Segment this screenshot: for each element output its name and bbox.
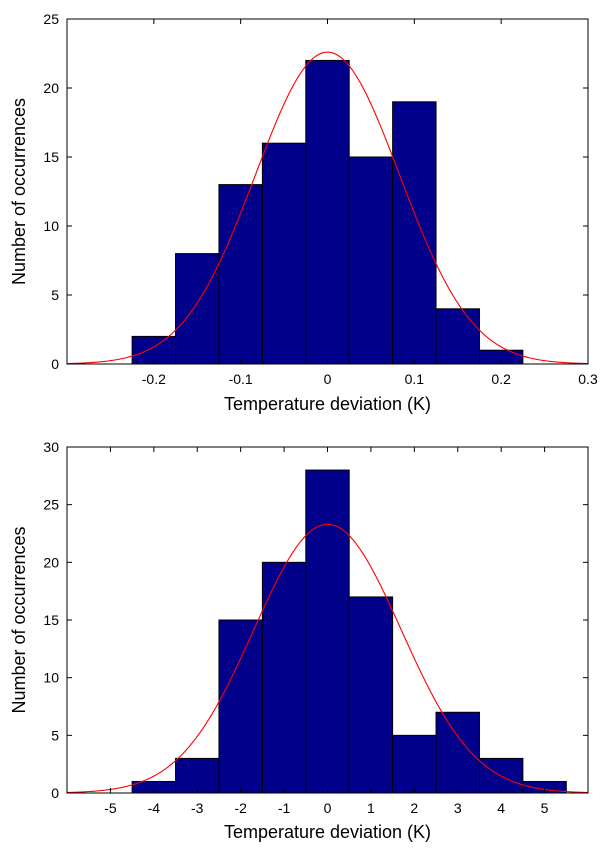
normal-fit-curve <box>66 523 589 794</box>
y-tick-label: 10 <box>43 218 59 234</box>
y-tick-label: 15 <box>43 149 59 165</box>
y-tick-label: 10 <box>43 670 59 686</box>
x-tick-label: 0 <box>324 371 332 387</box>
y-tick-label: 20 <box>43 80 59 96</box>
histogram-bar <box>305 59 350 365</box>
histogram-bar <box>175 757 220 794</box>
histogram-bar <box>218 184 263 365</box>
histogram-bar <box>218 619 263 794</box>
y-tick-label: 25 <box>43 497 59 513</box>
normal-fit-curve <box>66 51 589 365</box>
histogram-bar <box>175 253 220 365</box>
y-tick-label: 0 <box>51 356 59 372</box>
histogram-bar <box>435 711 480 794</box>
x-tick-label: -5 <box>104 800 117 816</box>
histogram-bar <box>348 596 394 794</box>
histogram-bar <box>435 308 480 365</box>
histogram-bar <box>261 142 307 365</box>
histogram-bar <box>392 734 437 794</box>
x-tick-label: 1 <box>367 800 375 816</box>
histogram-top: -0.2 -0.1 0 0.1 0.2 0.3 0 5 10 15 20 25 Temperature… <box>0 0 600 422</box>
ticks-group: -0.2 -0.1 0 0.1 0.2 0.3 0 5 10 15 20 25 <box>43 11 598 387</box>
y-tick-label: 20 <box>43 554 59 570</box>
y-tick-label: 15 <box>43 612 59 628</box>
histogram-bottom: -5 -4 -3 -2 -1 0 1 2 3 4 5 0 5 10 15 20 25 30 Temperature… <box>0 422 600 844</box>
ticks-group: -5 -4 -3 -2 -1 0 1 2 3 4 5 0 5 10 15 20 25 30 <box>43 439 588 816</box>
histogram-bar <box>348 156 394 365</box>
x-tick-label: 0 <box>324 800 332 816</box>
x-tick-label: 0.1 <box>405 371 425 387</box>
x-tick-label: -1 <box>278 800 291 816</box>
x-axis-label: Temperature deviation (K) <box>224 822 431 842</box>
x-tick-label: 0.3 <box>578 371 598 387</box>
y-tick-label: 25 <box>43 11 59 27</box>
bars-group <box>131 59 524 365</box>
histogram-bar <box>392 101 437 365</box>
histogram-bar <box>305 469 350 794</box>
x-tick-label: 2 <box>410 800 418 816</box>
y-axis-label: Number of occurrences <box>9 98 29 285</box>
y-tick-label: 5 <box>51 727 59 743</box>
bars-group <box>131 469 567 794</box>
y-tick-label: 0 <box>51 785 59 801</box>
x-tick-label: 5 <box>541 800 549 816</box>
x-tick-label: -0.2 <box>142 371 166 387</box>
x-axis-label: Temperature deviation (K) <box>224 394 431 414</box>
x-tick-label: -3 <box>191 800 204 816</box>
x-tick-label: 3 <box>454 800 462 816</box>
x-tick-label: 4 <box>497 800 505 816</box>
x-tick-label: -0.1 <box>229 371 253 387</box>
y-axis-label: Number of occurrences <box>9 526 29 713</box>
x-tick-label: -4 <box>148 800 161 816</box>
x-tick-label: 0.2 <box>491 371 511 387</box>
y-tick-label: 5 <box>51 287 59 303</box>
histogram-bottom-svg: -5 -4 -3 -2 -1 0 1 2 3 4 5 0 5 10 15 20 25 30 Temperature… <box>9 439 589 842</box>
x-tick-label: -2 <box>234 800 247 816</box>
histogram-bar <box>261 561 307 794</box>
histogram-top-svg: -0.2 -0.1 0 0.1 0.2 0.3 0 5 10 15 20 25 Temperature… <box>9 11 598 414</box>
y-tick-label: 30 <box>43 439 59 455</box>
